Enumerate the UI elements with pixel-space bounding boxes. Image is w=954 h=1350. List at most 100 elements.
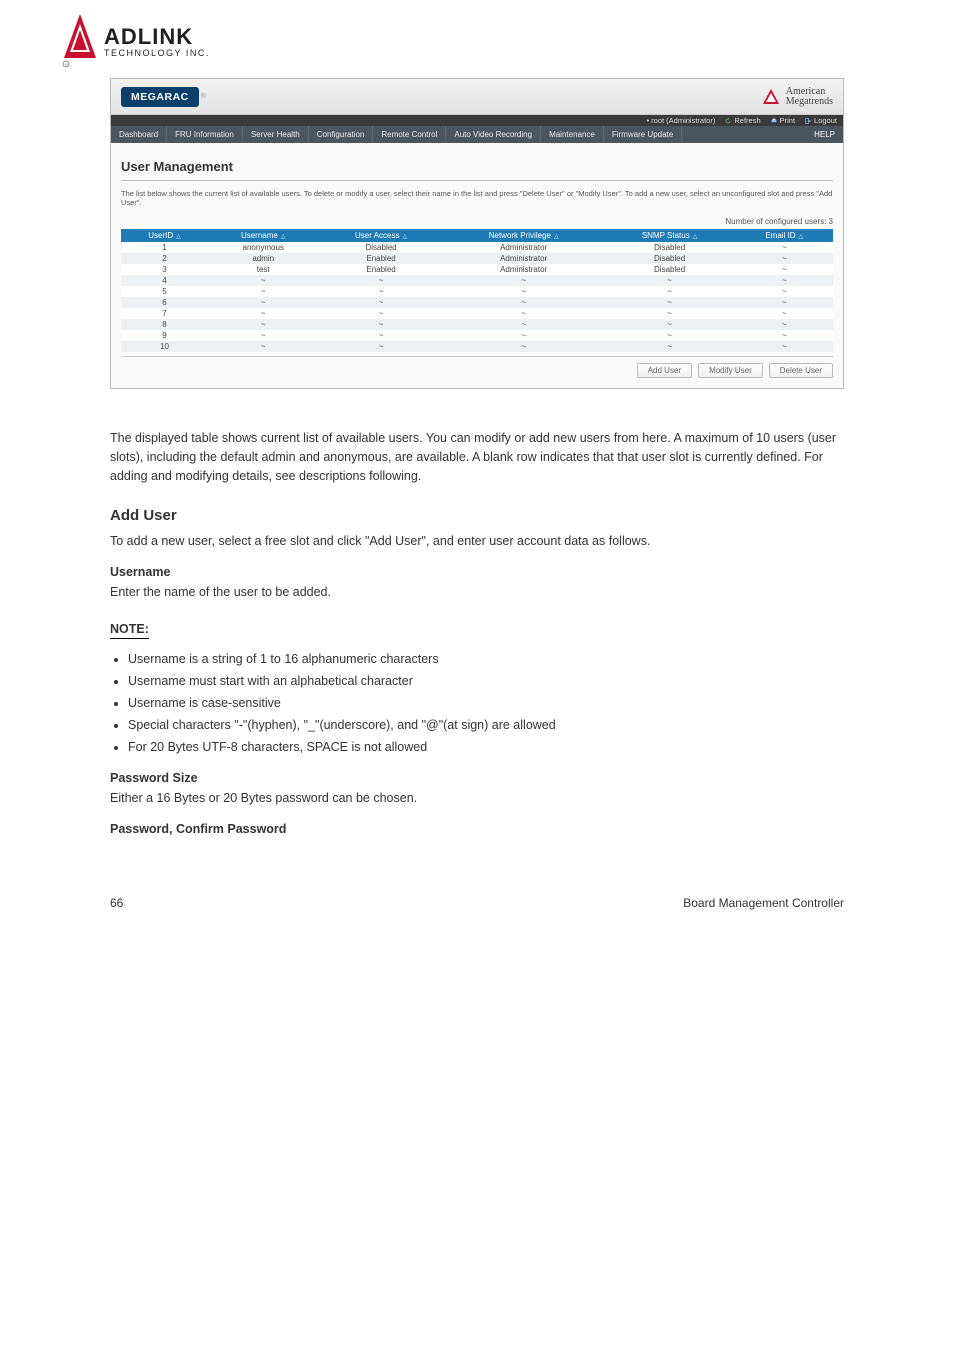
table-row[interactable]: 4~~~~~ bbox=[121, 275, 833, 286]
col-userid[interactable]: UserID△ bbox=[121, 229, 208, 242]
add-user-text: To add a new user, select a free slot an… bbox=[110, 532, 844, 551]
username-text: Enter the name of the user to be added. bbox=[110, 583, 844, 602]
table-cell: ~ bbox=[736, 264, 833, 275]
print-link[interactable]: Print bbox=[771, 116, 795, 125]
manual-header-logo: R ADLINK TECHNOLOGY INC. bbox=[0, 0, 954, 78]
table-cell: ~ bbox=[736, 275, 833, 286]
adlink-logo-icon: R ADLINK TECHNOLOGY INC. bbox=[58, 12, 258, 70]
table-cell: ~ bbox=[318, 330, 443, 341]
table-cell: ~ bbox=[318, 297, 443, 308]
app-topbar: MEGARAC ® American Megatrends bbox=[111, 79, 843, 115]
note-item: Special characters "-"(hyphen), "_"(unde… bbox=[128, 715, 844, 735]
table-row[interactable]: 1anonymousDisabledAdministratorDisabled~ bbox=[121, 242, 833, 253]
table-cell: Administrator bbox=[444, 264, 604, 275]
table-cell: ~ bbox=[604, 330, 736, 341]
table-cell: 5 bbox=[121, 286, 208, 297]
brand-line1: American bbox=[786, 87, 833, 97]
users-table: UserID△ Username△ User Access△ Network P… bbox=[121, 229, 833, 352]
table-row[interactable]: 9~~~~~ bbox=[121, 330, 833, 341]
table-cell: test bbox=[208, 264, 318, 275]
table-cell: ~ bbox=[208, 330, 318, 341]
title-underline bbox=[121, 180, 833, 181]
menu-dashboard[interactable]: Dashboard bbox=[111, 126, 167, 143]
delete-user-button[interactable]: Delete User bbox=[769, 363, 833, 378]
ami-logo-icon bbox=[762, 88, 780, 106]
table-cell: ~ bbox=[604, 319, 736, 330]
table-row[interactable]: 10~~~~~ bbox=[121, 341, 833, 352]
table-cell: ~ bbox=[444, 341, 604, 352]
notes-list: Username is a string of 1 to 16 alphanum… bbox=[128, 649, 844, 757]
page-footer: 66 Board Management Controller bbox=[110, 896, 844, 910]
table-cell: Administrator bbox=[444, 242, 604, 253]
adlink-logo-text: ADLINK bbox=[104, 24, 193, 49]
table-cell: ~ bbox=[208, 308, 318, 319]
app-window: MEGARAC ® American Megatrends • root (Ad… bbox=[110, 78, 844, 389]
page-number: 66 bbox=[110, 896, 123, 910]
table-cell: ~ bbox=[318, 286, 443, 297]
table-row[interactable]: 6~~~~~ bbox=[121, 297, 833, 308]
user-count: Number of configured users: 3 bbox=[121, 217, 833, 229]
table-row[interactable]: 2adminEnabledAdministratorDisabled~ bbox=[121, 253, 833, 264]
table-cell: 7 bbox=[121, 308, 208, 319]
menu-remote-control[interactable]: Remote Control bbox=[373, 126, 446, 143]
modify-user-button[interactable]: Modify User bbox=[698, 363, 763, 378]
status-bar: • root (Administrator) Refresh Print Log… bbox=[111, 115, 843, 126]
menu-auto-video[interactable]: Auto Video Recording bbox=[446, 126, 541, 143]
section-password-size: Password Size bbox=[110, 771, 844, 785]
table-cell: 1 bbox=[121, 242, 208, 253]
status-host: • root (Administrator) bbox=[646, 116, 715, 125]
table-cell: ~ bbox=[208, 341, 318, 352]
table-cell: ~ bbox=[444, 330, 604, 341]
note-item: For 20 Bytes UTF-8 characters, SPACE is … bbox=[128, 737, 844, 757]
table-cell: Disabled bbox=[604, 242, 736, 253]
print-icon bbox=[771, 118, 777, 124]
table-cell: ~ bbox=[208, 286, 318, 297]
table-cell: 4 bbox=[121, 275, 208, 286]
table-row[interactable]: 5~~~~~ bbox=[121, 286, 833, 297]
content-area: User Management The list below shows the… bbox=[111, 143, 843, 388]
table-cell: anonymous bbox=[208, 242, 318, 253]
table-row[interactable]: 3testEnabledAdministratorDisabled~ bbox=[121, 264, 833, 275]
menu-fru[interactable]: FRU Information bbox=[167, 126, 243, 143]
col-email[interactable]: Email ID△ bbox=[736, 229, 833, 242]
table-header-row: UserID△ Username△ User Access△ Network P… bbox=[121, 229, 833, 242]
table-cell: ~ bbox=[736, 341, 833, 352]
action-bar: Add User Modify User Delete User bbox=[121, 356, 833, 378]
col-privilege[interactable]: Network Privilege△ bbox=[444, 229, 604, 242]
menu-server-health[interactable]: Server Health bbox=[243, 126, 309, 143]
table-cell: ~ bbox=[604, 275, 736, 286]
brand-area: American Megatrends bbox=[762, 87, 833, 107]
refresh-link[interactable]: Refresh bbox=[725, 116, 760, 125]
table-row[interactable]: 7~~~~~ bbox=[121, 308, 833, 319]
col-snmp[interactable]: SNMP Status△ bbox=[604, 229, 736, 242]
note-item: Username must start with an alphabetical… bbox=[128, 671, 844, 691]
refresh-label: Refresh bbox=[734, 116, 760, 125]
menu-maintenance[interactable]: Maintenance bbox=[541, 126, 604, 143]
table-cell: ~ bbox=[736, 297, 833, 308]
table-cell: ~ bbox=[736, 308, 833, 319]
col-username[interactable]: Username△ bbox=[208, 229, 318, 242]
table-row[interactable]: 8~~~~~ bbox=[121, 319, 833, 330]
table-cell: Enabled bbox=[318, 264, 443, 275]
menu-firmware[interactable]: Firmware Update bbox=[604, 126, 682, 143]
document-body: The displayed table shows current list o… bbox=[110, 429, 844, 836]
section-username: Username bbox=[110, 565, 844, 579]
menu-configuration[interactable]: Configuration bbox=[309, 126, 374, 143]
table-cell: ~ bbox=[318, 275, 443, 286]
brand-line2: Megatrends bbox=[786, 97, 833, 107]
note-label: NOTE: bbox=[110, 622, 149, 639]
table-cell: ~ bbox=[604, 297, 736, 308]
svg-text:R: R bbox=[65, 62, 68, 67]
table-cell: admin bbox=[208, 253, 318, 264]
logout-link[interactable]: Logout bbox=[805, 116, 837, 125]
add-user-button[interactable]: Add User bbox=[637, 363, 692, 378]
table-cell: ~ bbox=[604, 308, 736, 319]
logout-label: Logout bbox=[814, 116, 837, 125]
password-text: Either a 16 Bytes or 20 Bytes password c… bbox=[110, 789, 844, 808]
menu-help[interactable]: HELP bbox=[806, 126, 843, 143]
col-access[interactable]: User Access△ bbox=[318, 229, 443, 242]
table-cell: 6 bbox=[121, 297, 208, 308]
note-item: Username is a string of 1 to 16 alphanum… bbox=[128, 649, 844, 669]
section-add-user: Add User bbox=[110, 507, 844, 524]
adlink-logo-subtext: TECHNOLOGY INC. bbox=[104, 48, 210, 58]
